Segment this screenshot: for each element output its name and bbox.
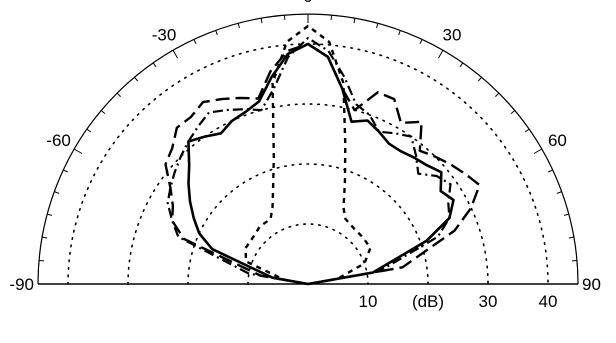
angle-tick [353, 18, 356, 24]
radial-tick-label: 40 [539, 292, 558, 311]
angle-tick [477, 76, 482, 82]
angle-label: -60 [46, 131, 71, 150]
angle-tick [134, 76, 139, 82]
angle-tick [54, 191, 60, 194]
angle-label: 60 [548, 131, 567, 150]
angle-tick [172, 49, 178, 59]
angle-tick [116, 92, 121, 97]
angle-label: 30 [443, 26, 462, 45]
series-line-dot [244, 24, 372, 286]
series-line-dash [164, 42, 481, 286]
angle-tick [376, 23, 379, 29]
angle-tick [237, 23, 240, 29]
angle-tick [398, 30, 401, 36]
angle-tick [556, 191, 562, 194]
angle-tick [260, 18, 263, 24]
angle-tick [63, 169, 69, 173]
radial-ring [127, 103, 489, 285]
angle-tick [563, 213, 569, 216]
grid [37, 13, 579, 285]
series-group [164, 24, 481, 286]
angle-tick [193, 39, 197, 45]
radial-ring [187, 163, 429, 285]
angle-tick [100, 110, 106, 115]
series-line-solid [187, 42, 455, 286]
angle-tick [568, 236, 574, 239]
angle-tick [86, 128, 92, 133]
labels: -90 -60 -30 0 30 60 90 10 30 40 (dB) [9, 0, 601, 311]
angle-label: 90 [582, 275, 601, 294]
radial-tick-label: 10 [359, 292, 378, 311]
angle-tick [438, 49, 444, 59]
angle-tick [533, 148, 543, 154]
angle-tick [459, 62, 464, 68]
angle-tick [47, 213, 53, 216]
angle-tick [524, 128, 530, 133]
angle-tick [73, 148, 83, 154]
angle-tick [152, 62, 157, 68]
radial-unit-label: (dB) [412, 292, 444, 311]
series-line-dash-dot [166, 36, 452, 286]
angle-tick [215, 30, 218, 36]
angle-label: -30 [152, 26, 177, 45]
angle-tick [419, 39, 423, 45]
angle-tick [495, 92, 500, 97]
angle-label: -90 [9, 275, 34, 294]
radial-tick-label: 30 [479, 292, 498, 311]
angle-tick [547, 169, 553, 173]
angle-tick [42, 236, 48, 239]
angle-tick [510, 110, 516, 115]
angle-label: 0 [303, 0, 312, 6]
outer-arc [37, 13, 579, 285]
